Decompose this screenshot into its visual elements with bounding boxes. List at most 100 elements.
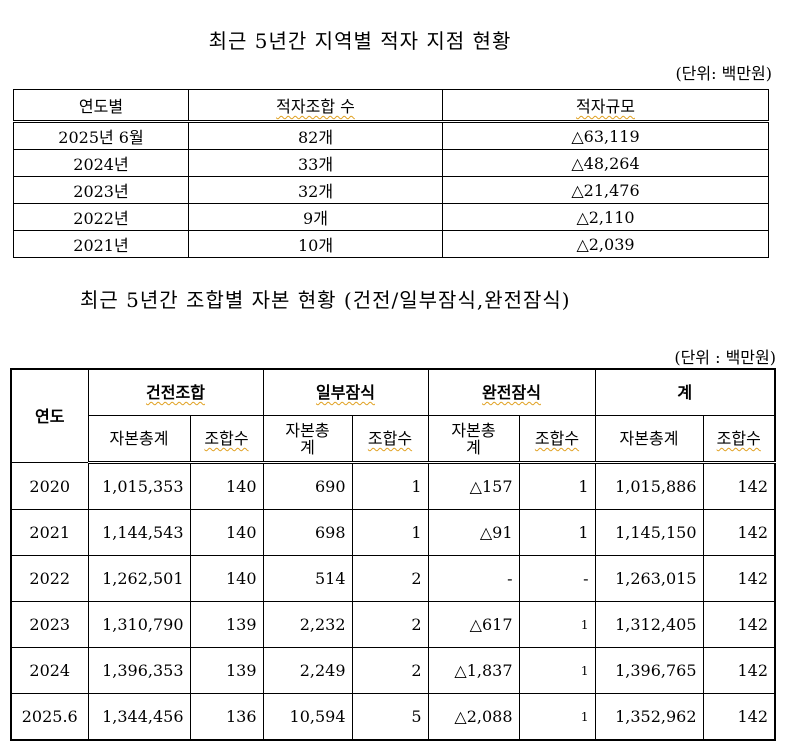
count-cell: 140 <box>189 509 264 556</box>
subheader-total-capital: 자본총 계 <box>262 415 353 464</box>
count-cell: 1 <box>518 647 596 694</box>
count-cell: 2 <box>351 647 429 694</box>
count-cell: - <box>518 555 596 602</box>
table-row: 2023 1,310,790 139 2,232 2 △617 1 1,312,405 142 <box>10 601 776 648</box>
group-full-impairment: 완전잠식 <box>427 368 596 416</box>
count-cell: 33개 <box>188 149 443 177</box>
count-cell: 9개 <box>188 203 443 231</box>
count-cell: 1 <box>351 462 429 510</box>
size-cell: △2,110 <box>442 203 769 231</box>
capital-cell: 1,312,405 <box>594 601 704 648</box>
capital-cell: 1,145,150 <box>594 509 704 556</box>
capital-cell: △91 <box>427 509 520 556</box>
capital-cell: 2,232 <box>262 601 353 648</box>
capital-cell: 1,396,765 <box>594 647 704 694</box>
header-deficit-size: 적자규모 <box>442 89 769 123</box>
deficit-table: 연도별 적자조합 수 적자규모 2025년 6월 82개 △63,119 2024년 3… <box>13 89 769 258</box>
subheader-union-count: 조합수 <box>189 415 264 464</box>
table1-unit: (단위: 백만원) <box>675 64 772 83</box>
year-cell: 2021 <box>10 509 89 556</box>
capital-cell: - <box>427 555 520 602</box>
year-cell: 2024년 <box>13 149 189 177</box>
count-cell: 142 <box>702 693 776 741</box>
capital-cell: △1,837 <box>427 647 520 694</box>
table2-unit: (단위 : 백만원) <box>674 348 776 367</box>
capital-cell: 1,263,015 <box>594 555 704 602</box>
capital-cell: 1,262,501 <box>87 555 191 602</box>
count-cell: 2 <box>351 555 429 602</box>
year-cell: 2020 <box>10 462 89 510</box>
subheader-union-count: 조합수 <box>351 415 429 464</box>
year-cell: 2023년 <box>13 176 189 204</box>
capital-cell: △2,088 <box>427 693 520 741</box>
count-cell: 142 <box>702 555 776 602</box>
count-cell: 1 <box>351 509 429 556</box>
count-cell: 140 <box>189 555 264 602</box>
table-row: 2025년 6월 82개 △63,119 <box>13 121 769 150</box>
count-cell: 1 <box>518 601 596 648</box>
subheader-total-capital: 자본총계 <box>87 415 191 464</box>
count-cell: 142 <box>702 462 776 510</box>
header-deficit-count: 적자조합 수 <box>188 89 443 123</box>
subheader-total-capital: 자본총 계 <box>427 415 520 464</box>
table-row: 2024 1,396,353 139 2,249 2 △1,837 1 1,396,765 14… <box>10 647 776 694</box>
count-cell: 10개 <box>188 230 443 258</box>
size-cell: △48,264 <box>442 149 769 177</box>
table-row: 2022 1,262,501 140 514 2- -1,263,015 142 <box>10 555 776 602</box>
group-healthy: 건전조합 <box>87 368 264 416</box>
size-cell: △2,039 <box>442 230 769 258</box>
capital-table: 연도 건전조합 일부잠식 완전잠식 계 자본총계 조합수 자본총 계 조합수 자본총 계… <box>10 368 776 741</box>
size-cell: △63,119 <box>442 121 769 150</box>
capital-cell: 1,144,543 <box>87 509 191 556</box>
capital-cell: 1,015,353 <box>87 462 191 510</box>
year-cell: 2023 <box>10 601 89 648</box>
capital-cell: 690 <box>262 462 353 510</box>
capital-cell: △617 <box>427 601 520 648</box>
year-cell: 2024 <box>10 647 89 694</box>
year-cell: 2025년 6월 <box>13 121 189 150</box>
count-cell: 5 <box>351 693 429 741</box>
count-cell: 82개 <box>188 121 443 150</box>
size-cell: △21,476 <box>442 176 769 204</box>
year-cell: 2022 <box>10 555 89 602</box>
count-cell: 136 <box>189 693 264 741</box>
subheader-union-count: 조합수 <box>702 415 776 464</box>
capital-cell: 1,310,790 <box>87 601 191 648</box>
count-cell: 140 <box>189 462 264 510</box>
table-row: 2024년 33개 △48,264 <box>13 149 769 177</box>
count-cell: 2 <box>351 601 429 648</box>
count-cell: 1 <box>518 509 596 556</box>
group-total: 계 <box>594 368 776 416</box>
table-row: 2021 1,144,543 140 698 1 △91 1 1,145,150 142 <box>10 509 776 556</box>
subheader-union-count: 조합수 <box>518 415 596 464</box>
table-row: 2022년 9개 △2,110 <box>13 203 769 231</box>
table-row: 2023년 32개 △21,476 <box>13 176 769 204</box>
capital-cell: △157 <box>427 462 520 510</box>
capital-cell: 1,015,886 <box>594 462 704 510</box>
subheader-total-capital: 자본총계 <box>594 415 704 464</box>
count-cell: 139 <box>189 647 264 694</box>
count-cell: 1 <box>518 693 596 741</box>
table-row: 2025.6 1,344,456 136 10,594 5 △2,088 1 1,352,96… <box>10 693 776 741</box>
capital-cell: 1,352,962 <box>594 693 704 741</box>
header-year: 연도별 <box>13 89 189 123</box>
capital-cell: 2,249 <box>262 647 353 694</box>
capital-cell: 10,594 <box>262 693 353 741</box>
capital-cell: 698 <box>262 509 353 556</box>
year-cell: 2021년 <box>13 230 189 258</box>
group-partial-impairment: 일부잠식 <box>262 368 429 416</box>
capital-cell: 1,344,456 <box>87 693 191 741</box>
capital-cell: 1,396,353 <box>87 647 191 694</box>
count-cell: 32개 <box>188 176 443 204</box>
count-cell: 142 <box>702 647 776 694</box>
table-row: 2020 1,015,353 140 690 1 △157 1 1,015,886 142 <box>10 462 776 510</box>
table2-title: 최근 5년간 조합별 자본 현황 (건전/일부잠식,완전잠식) <box>80 288 571 312</box>
table1-title: 최근 5년간 지역별 적자 지점 현황 <box>208 29 512 53</box>
year-cell: 2025.6 <box>10 693 89 741</box>
count-cell: 142 <box>702 509 776 556</box>
year-cell: 2022년 <box>13 203 189 231</box>
header-year: 연도 <box>10 368 89 463</box>
count-cell: 1 <box>518 462 596 510</box>
capital-cell: 514 <box>262 555 353 602</box>
table-row: 2021년 10개 △2,039 <box>13 230 769 258</box>
